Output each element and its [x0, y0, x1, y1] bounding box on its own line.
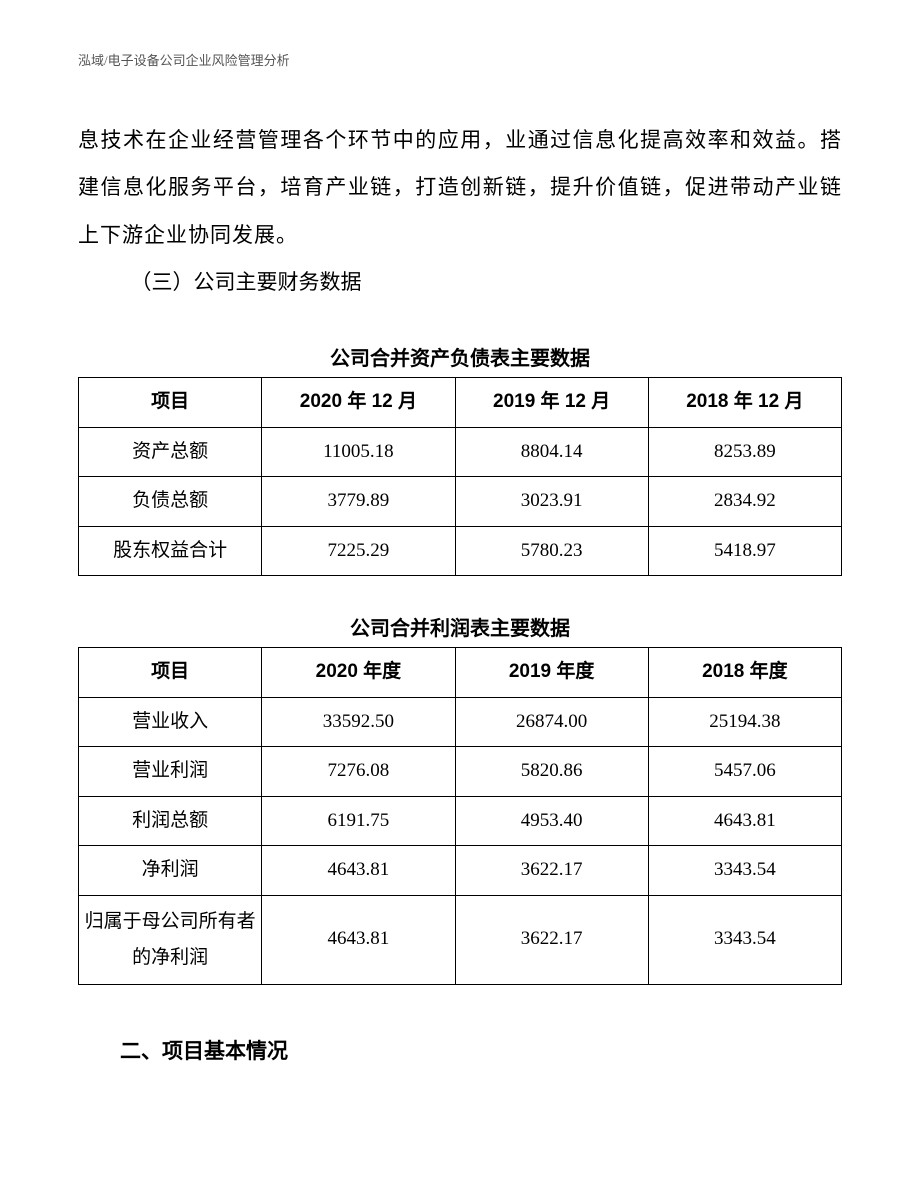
table-cell: 营业收入: [79, 697, 262, 747]
table-header-cell: 2019 年度: [455, 648, 648, 698]
table-header-cell: 2020 年度: [262, 648, 455, 698]
table-row: 营业利润 7276.08 5820.86 5457.06: [79, 747, 842, 797]
table-cell: 3622.17: [455, 895, 648, 984]
table-cell: 5780.23: [455, 526, 648, 576]
page-header: 泓域/电子设备公司企业风险管理分析: [78, 50, 842, 69]
table-row: 股东权益合计 7225.29 5780.23 5418.97: [79, 526, 842, 576]
income-statement-table: 项目 2020 年度 2019 年度 2018 年度 营业收入 33592.50…: [78, 647, 842, 985]
table-cell: 3023.91: [455, 477, 648, 527]
document-page: 泓域/电子设备公司企业风险管理分析 息技术在企业经营管理各个环节中的应用，业通过…: [0, 0, 920, 1125]
table-cell: 5418.97: [648, 526, 841, 576]
table2-title: 公司合并利润表主要数据: [78, 612, 842, 641]
table-row: 负债总额 3779.89 3023.91 2834.92: [79, 477, 842, 527]
table-cell: 2834.92: [648, 477, 841, 527]
table-cell: 4953.40: [455, 796, 648, 846]
table-cell: 负债总额: [79, 477, 262, 527]
table-cell: 8804.14: [455, 427, 648, 477]
table-cell: 3343.54: [648, 846, 841, 896]
table-cell: 8253.89: [648, 427, 841, 477]
table-cell: 4643.81: [262, 895, 455, 984]
table-header-cell: 2019 年 12 月: [455, 378, 648, 428]
table-cell: 净利润: [79, 846, 262, 896]
table-cell: 26874.00: [455, 697, 648, 747]
table-row: 净利润 4643.81 3622.17 3343.54: [79, 846, 842, 896]
table-cell: 5457.06: [648, 747, 841, 797]
table-cell: 股东权益合计: [79, 526, 262, 576]
table-cell: 25194.38: [648, 697, 841, 747]
table-cell: 利润总额: [79, 796, 262, 846]
table-cell: 5820.86: [455, 747, 648, 797]
table-cell: 7276.08: [262, 747, 455, 797]
body-paragraph: 息技术在企业经营管理各个环节中的应用，业通过信息化提高效率和效益。搭建信息化服务…: [78, 117, 842, 259]
table-header-cell: 2020 年 12 月: [262, 378, 455, 428]
table-header-row: 项目 2020 年度 2019 年度 2018 年度: [79, 648, 842, 698]
table-cell: 4643.81: [648, 796, 841, 846]
table-cell: 3622.17: [455, 846, 648, 896]
table-cell: 11005.18: [262, 427, 455, 477]
table-header-row: 项目 2020 年 12 月 2019 年 12 月 2018 年 12 月: [79, 378, 842, 428]
table-cell: 营业利润: [79, 747, 262, 797]
section2-heading: 二、项目基本情况: [78, 1035, 842, 1065]
table-cell: 资产总额: [79, 427, 262, 477]
table-header-cell: 2018 年度: [648, 648, 841, 698]
table-row: 利润总额 6191.75 4953.40 4643.81: [79, 796, 842, 846]
table-cell: 33592.50: [262, 697, 455, 747]
table1-title: 公司合并资产负债表主要数据: [78, 342, 842, 371]
table-row: 归属于母公司所有者的净利润 4643.81 3622.17 3343.54: [79, 895, 842, 984]
table-row: 资产总额 11005.18 8804.14 8253.89: [79, 427, 842, 477]
table-header-cell: 项目: [79, 648, 262, 698]
table-cell: 归属于母公司所有者的净利润: [79, 895, 262, 984]
table-cell: 3779.89: [262, 477, 455, 527]
balance-sheet-table: 项目 2020 年 12 月 2019 年 12 月 2018 年 12 月 资…: [78, 377, 842, 576]
table-cell: 6191.75: [262, 796, 455, 846]
table-header-cell: 项目: [79, 378, 262, 428]
table-cell: 7225.29: [262, 526, 455, 576]
table-cell: 4643.81: [262, 846, 455, 896]
table-cell: 3343.54: [648, 895, 841, 984]
section-label: （三）公司主要财务数据: [78, 259, 842, 306]
table-header-cell: 2018 年 12 月: [648, 378, 841, 428]
table-row: 营业收入 33592.50 26874.00 25194.38: [79, 697, 842, 747]
